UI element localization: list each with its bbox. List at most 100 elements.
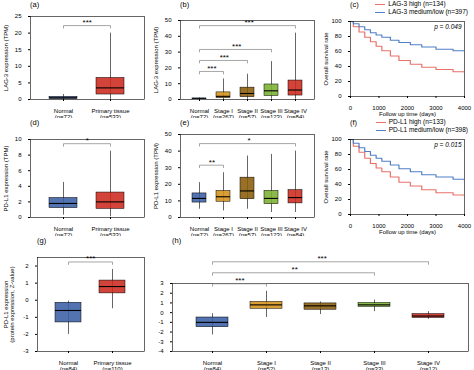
svg-text:***: *** — [317, 254, 326, 263]
svg-text:0: 0 — [349, 105, 353, 111]
svg-text:***: *** — [244, 18, 253, 27]
svg-text:30: 30 — [165, 165, 172, 171]
svg-text:2: 2 — [160, 290, 164, 296]
svg-text:-4: -4 — [158, 348, 164, 354]
svg-text:LAG-3 expression (TPM): LAG-3 expression (TPM) — [153, 27, 159, 93]
svg-text:-2: -2 — [158, 329, 164, 335]
svg-text:1: 1 — [160, 300, 164, 306]
svg-text:Overall survival rate: Overall survival rate — [323, 150, 329, 204]
svg-text:Stage III(n=123): Stage III(n=123) — [260, 108, 283, 118]
svg-text:Normal(n=84): Normal(n=84) — [59, 360, 78, 370]
svg-text:80: 80 — [335, 33, 342, 39]
svg-text:Stage IV(n=12): Stage IV(n=12) — [417, 360, 440, 370]
svg-text:20: 20 — [335, 78, 342, 84]
svg-text:100: 100 — [331, 18, 342, 24]
svg-text:10: 10 — [15, 63, 22, 69]
svg-text:p = 0.015: p = 0.015 — [433, 141, 462, 149]
svg-text:Primary tissue(n=110): Primary tissue(n=110) — [93, 360, 132, 370]
svg-text:10: 10 — [165, 198, 172, 204]
svg-text:-2: -2 — [23, 331, 29, 337]
svg-text:80: 80 — [335, 151, 342, 157]
svg-text:Stage IV(n=84): Stage IV(n=84) — [284, 226, 307, 236]
svg-text:10: 10 — [15, 136, 22, 142]
svg-text:Stage III(n=33): Stage III(n=33) — [363, 360, 386, 370]
svg-text:Stage I(n=52): Stage I(n=52) — [257, 360, 276, 370]
svg-text:Stage III(n=123): Stage III(n=123) — [260, 226, 283, 236]
svg-text:4000: 4000 — [458, 223, 472, 229]
svg-text:Normal(n=72): Normal(n=72) — [190, 108, 209, 118]
svg-text:20: 20 — [165, 65, 172, 71]
html-text:(a): (a) — [30, 0, 40, 9]
svg-text:Primary tissue(n=533): Primary tissue(n=533) — [91, 226, 130, 236]
svg-text:-3: -3 — [23, 348, 29, 354]
svg-text:LAG-3 expression (TPM): LAG-3 expression (TPM) — [3, 25, 9, 91]
svg-text:50: 50 — [165, 17, 172, 23]
svg-text:60: 60 — [335, 166, 342, 172]
svg-text:***: *** — [235, 276, 244, 285]
svg-text:5: 5 — [18, 80, 22, 86]
svg-text:**: ** — [292, 265, 298, 274]
svg-text:1: 1 — [25, 280, 29, 286]
svg-text:4: 4 — [18, 183, 22, 189]
svg-text:40: 40 — [335, 181, 342, 187]
svg-text:Normal(n=84): Normal(n=84) — [203, 360, 222, 370]
svg-text:3: 3 — [160, 280, 164, 286]
svg-text:0: 0 — [338, 211, 342, 217]
svg-text:Stage I(n=267): Stage I(n=267) — [213, 108, 234, 118]
svg-text:***: *** — [207, 64, 216, 73]
svg-text:0: 0 — [18, 214, 22, 220]
svg-text:4000: 4000 — [458, 105, 472, 111]
svg-text:60: 60 — [335, 48, 342, 54]
svg-text:50: 50 — [165, 131, 172, 137]
svg-text:***: *** — [220, 53, 229, 62]
svg-text:20: 20 — [335, 196, 342, 202]
svg-text:Normal(n=72): Normal(n=72) — [54, 108, 73, 118]
svg-text:Overall survival rate: Overall survival rate — [323, 32, 329, 86]
svg-text:30: 30 — [165, 49, 172, 55]
svg-text:0: 0 — [18, 96, 22, 102]
svg-text:**: ** — [209, 158, 215, 167]
svg-text:Stage I(n=267): Stage I(n=267) — [213, 226, 234, 236]
svg-text:Follow up time (days): Follow up time (days) — [379, 229, 436, 235]
svg-text:*: * — [86, 136, 89, 145]
svg-text:Normal(n=72): Normal(n=72) — [54, 226, 73, 236]
svg-text:***: *** — [232, 42, 241, 51]
svg-text:***: *** — [83, 18, 92, 27]
svg-text:Stage II(n=13): Stage II(n=13) — [310, 360, 331, 370]
svg-text:20: 20 — [165, 181, 172, 187]
svg-text:Follow up time (days): Follow up time (days) — [379, 111, 436, 117]
svg-text:*: * — [248, 136, 251, 145]
svg-text:Primary tissue(n=533): Primary tissue(n=533) — [91, 108, 130, 118]
svg-text:15: 15 — [15, 47, 22, 53]
svg-text:Stage II(n=57): Stage II(n=57) — [237, 108, 258, 118]
svg-text:0: 0 — [349, 223, 353, 229]
svg-text:0: 0 — [25, 297, 29, 303]
svg-text:6: 6 — [18, 168, 22, 174]
svg-text:10: 10 — [165, 81, 172, 87]
svg-text:25: 25 — [15, 13, 22, 19]
svg-text:20: 20 — [15, 30, 22, 36]
svg-text:40: 40 — [335, 63, 342, 69]
svg-text:0: 0 — [160, 310, 164, 316]
svg-text:***: *** — [86, 254, 95, 263]
svg-text:2: 2 — [18, 199, 22, 205]
svg-text:0: 0 — [338, 93, 342, 99]
svg-text:p = 0.049: p = 0.049 — [433, 23, 462, 31]
svg-text:Stage IV(n=84): Stage IV(n=84) — [284, 108, 307, 118]
svg-text:PD-L1 expression (TPM): PD-L1 expression (TPM) — [3, 145, 9, 211]
svg-text:2: 2 — [25, 263, 29, 269]
svg-text:-1: -1 — [23, 314, 29, 320]
svg-text:40: 40 — [165, 33, 172, 39]
svg-text:100: 100 — [331, 136, 342, 142]
svg-text:0: 0 — [168, 96, 172, 102]
svg-text:8: 8 — [18, 152, 22, 158]
svg-text:-1: -1 — [158, 319, 164, 325]
svg-text:0: 0 — [168, 214, 172, 220]
html-text:(b): (b) — [180, 0, 190, 9]
svg-text:PD-L1 expression(protein expre: PD-L1 expression(protein expression, Z-v… — [3, 266, 15, 342]
svg-text:40: 40 — [165, 148, 172, 154]
svg-text:PD-L1 expression (TPM): PD-L1 expression (TPM) — [153, 143, 159, 209]
svg-text:Stage II(n=57): Stage II(n=57) — [237, 226, 258, 236]
svg-text:-3: -3 — [158, 339, 164, 345]
svg-text:Normal(n=72): Normal(n=72) — [190, 226, 209, 236]
